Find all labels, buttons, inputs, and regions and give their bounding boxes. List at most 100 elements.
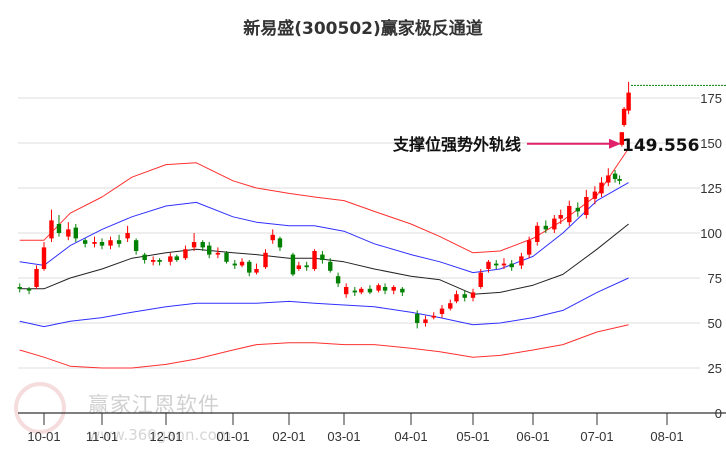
candle-body [183,249,188,259]
candle-up [312,249,317,271]
candle-body [49,220,54,239]
candle-up [239,258,245,268]
candle-body [17,287,22,289]
y-tick-label: 100 [700,226,722,241]
candle-body [335,276,341,284]
candle-down [352,287,358,296]
candle-down [142,252,147,264]
candle-body [174,256,180,260]
candle-body [157,260,162,262]
candle-up [151,256,156,266]
outer-upper-band [19,148,630,254]
candle-body [270,234,275,241]
candle-up [270,229,275,244]
candle-up [49,209,54,242]
candle-up [359,287,364,295]
candle-down [116,234,122,248]
x-tick-label: 04-01 [394,429,427,444]
candle-body [215,252,221,255]
candle-down [73,224,79,242]
annotation-label: 支撑位强势外轨线 [392,135,521,154]
candle-body [423,319,428,323]
candle-up [584,189,589,219]
candle-body [92,242,97,244]
candle-body [34,269,39,287]
candle-body [320,254,325,260]
candle-up [558,209,563,224]
candle-up [470,288,476,302]
candle-down [17,283,22,293]
candle-down [56,215,62,237]
candle-down [99,238,105,250]
candle-body [567,206,572,223]
y-tick-label: 125 [700,181,722,196]
candle-body [376,285,381,291]
x-tick-label: 11-01 [86,429,118,444]
candle-body [617,179,622,181]
candle-up [439,305,445,318]
candle-body [26,288,32,291]
candle-up [263,249,268,269]
x-tick-label: 10-01 [27,429,60,444]
candle-body [312,251,317,269]
annotation-arrow-head-icon [609,138,621,149]
candle-body [191,242,197,248]
candle-body [462,294,467,298]
candle-up [519,252,524,269]
y-tick-label: 175 [700,91,722,106]
candle-down [224,251,229,264]
candle-body [592,191,598,199]
candle-down [335,272,341,287]
candle-up [526,236,532,259]
candle-up [34,265,39,289]
candle-body [247,261,252,273]
candle-down [575,202,580,217]
annotation-value: 149.556 [622,136,699,156]
candle-down [277,236,283,251]
candle-body [263,252,268,268]
candle-up [621,107,627,127]
candle-up [431,312,436,320]
candle-body [343,287,349,295]
candle-down [509,260,514,271]
candle-body [612,173,618,179]
candle-body [439,308,445,314]
candle-body [66,229,71,237]
candle-down [26,287,32,295]
candle-body [626,92,631,111]
candle-up [191,233,197,251]
candle-up [606,168,611,187]
candle-body [621,108,627,125]
candle-down [247,260,252,277]
candle-body [575,207,580,212]
candle-down [328,258,333,273]
candle-up [296,261,302,271]
candle-body [448,303,453,309]
candle-up [454,290,459,304]
candle-body [367,288,373,293]
candle-down [290,252,296,277]
candle-body [232,263,238,266]
candle-body [116,240,122,244]
candle-up [108,236,113,250]
candle-body [108,240,113,246]
candle-down [400,287,405,296]
candle-up [254,263,259,275]
candle-up [448,299,453,311]
candle-body [133,240,139,251]
candle-body [558,215,563,219]
candle-up [478,269,483,289]
candle-up [168,252,173,266]
candle-up [486,260,491,273]
candle-body [494,263,499,266]
candle-body [619,132,625,145]
candle-body [304,265,309,268]
candle-up [552,215,557,233]
candle-up [567,200,572,226]
y-tick-label: 25 [708,361,722,376]
candle-down [320,251,325,264]
candle-down [612,170,618,183]
candle-down [174,254,180,262]
chart-title: 新易盛(300502)赢家极反通道 [243,19,483,39]
